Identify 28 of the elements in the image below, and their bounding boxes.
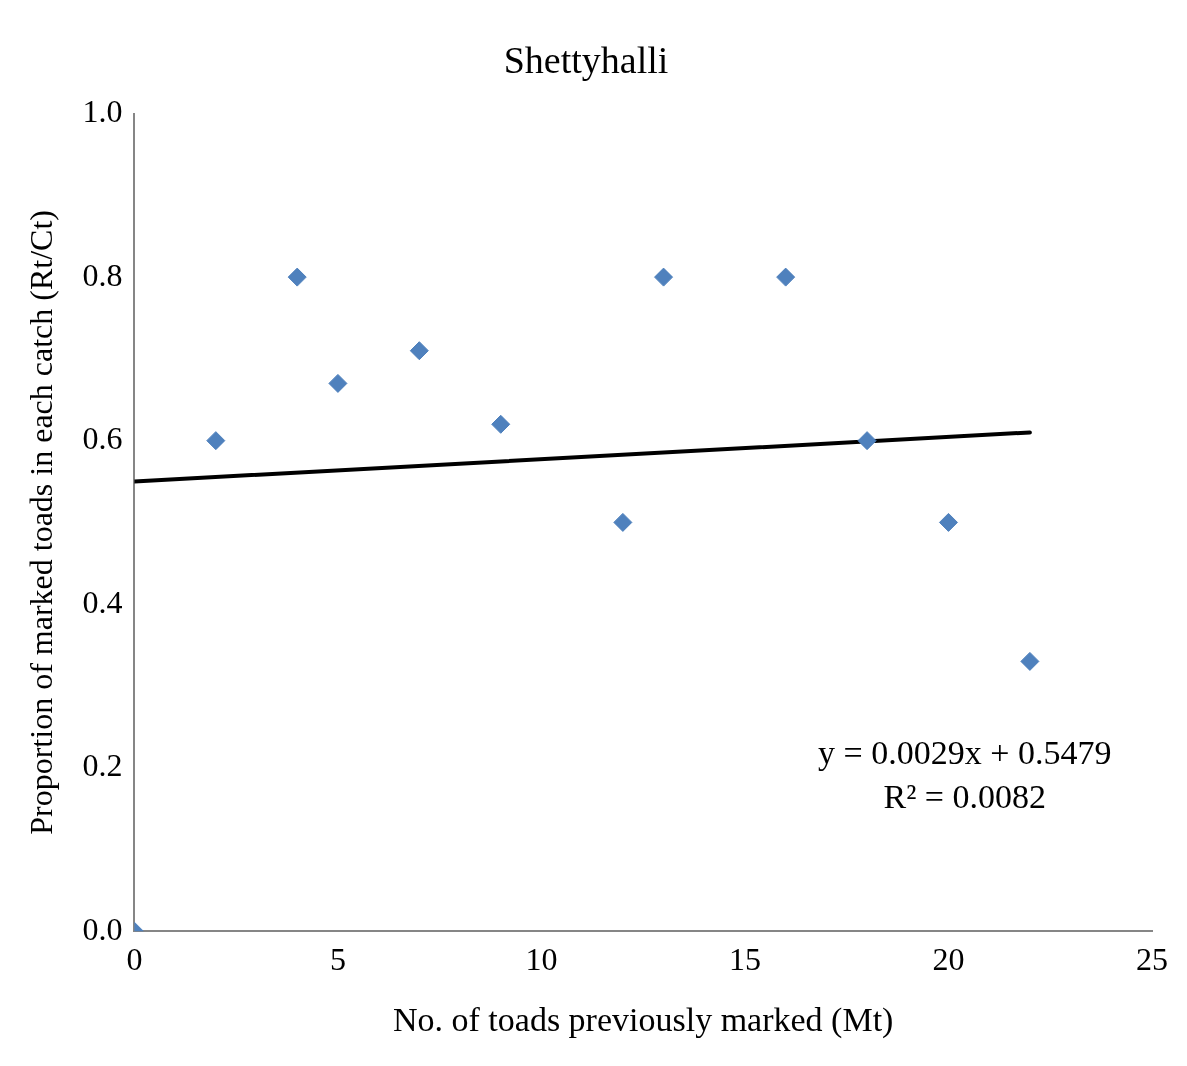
point — [287, 267, 307, 287]
x-tick-label: 15 — [728, 940, 761, 977]
y-tick-label: 1.0 — [82, 93, 123, 130]
x-tick-label: 10 — [525, 940, 558, 977]
point — [409, 341, 429, 361]
x-tick-label: 25 — [1136, 940, 1168, 977]
annotation: y = 0.0029x + 0.5479 — [818, 734, 1112, 772]
x-axis-title: No. of toads previously marked (Mt) — [392, 1000, 894, 1039]
x-tick-label: 5 — [329, 940, 346, 977]
x-tick-label: 20 — [932, 940, 965, 977]
chart-title: Shettyhalli — [503, 38, 669, 81]
point — [857, 431, 877, 451]
point — [613, 512, 633, 532]
point — [776, 267, 796, 287]
y-tick-label: 0.0 — [82, 910, 123, 947]
point — [654, 267, 674, 287]
point — [938, 512, 958, 532]
annotation: R² = 0.0082 — [883, 778, 1047, 816]
point — [328, 373, 348, 393]
point — [206, 431, 226, 451]
y-tick-label: 0.8 — [82, 256, 123, 293]
y-axis-title: Proportion of marked toads in each catch (Rt/Ct) — [22, 210, 59, 835]
y-tick-label: 0.2 — [82, 747, 123, 784]
x-tick-label: 0 — [126, 940, 143, 977]
y-tick-label: 0.4 — [82, 583, 123, 620]
point — [1020, 651, 1040, 671]
point — [491, 414, 511, 434]
y-tick-label: 0.6 — [82, 420, 123, 457]
